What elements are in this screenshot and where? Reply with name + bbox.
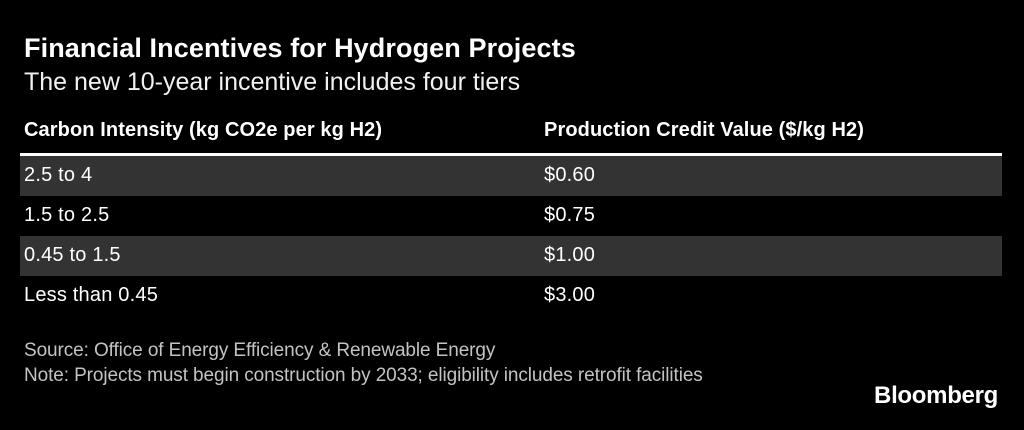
intensity-cell: 0.45 to 1.5 [24, 244, 121, 267]
incentive-table: Carbon Intensity (kg CO2e per kg H2) Pro… [20, 119, 1002, 316]
intensity-cell: Less than 0.45 [24, 284, 159, 307]
credit-cell: $1.00 [544, 244, 596, 267]
intensity-cell: 2.5 to 4 [24, 164, 93, 187]
table-header-row: Carbon Intensity (kg CO2e per kg H2) Pro… [20, 119, 1002, 153]
column-header-production-credit: Production Credit Value ($/kg H2) [544, 118, 865, 141]
chart-subtitle: The new 10-year incentive includes four … [24, 68, 521, 97]
header-rule-divider [20, 152, 1002, 156]
table-row: Less than 0.45 $3.00 [20, 276, 1002, 316]
bloomberg-logo: Bloomberg [874, 382, 998, 409]
table-row: 2.5 to 4 $0.60 [20, 155, 1002, 196]
table-row: 1.5 to 2.5 $0.75 [20, 196, 1002, 236]
credit-cell: $0.75 [544, 204, 596, 227]
intensity-cell: 1.5 to 2.5 [24, 204, 110, 227]
column-header-carbon-intensity: Carbon Intensity (kg CO2e per kg H2) [24, 118, 383, 141]
table-row: 0.45 to 1.5 $1.00 [20, 235, 1002, 276]
credit-cell: $0.60 [544, 164, 596, 187]
credit-cell: $3.00 [544, 284, 596, 307]
chart-title: Financial Incentives for Hydrogen Projec… [24, 33, 576, 63]
note-line: Note: Projects must begin construction b… [24, 365, 703, 387]
table-body: 2.5 to 4 $0.60 1.5 to 2.5 $0.75 0.45 to … [20, 155, 1002, 316]
source-note: Source: Office of Energy Efficiency & Re… [24, 338, 1000, 389]
source-line: Source: Office of Energy Efficiency & Re… [24, 339, 496, 361]
